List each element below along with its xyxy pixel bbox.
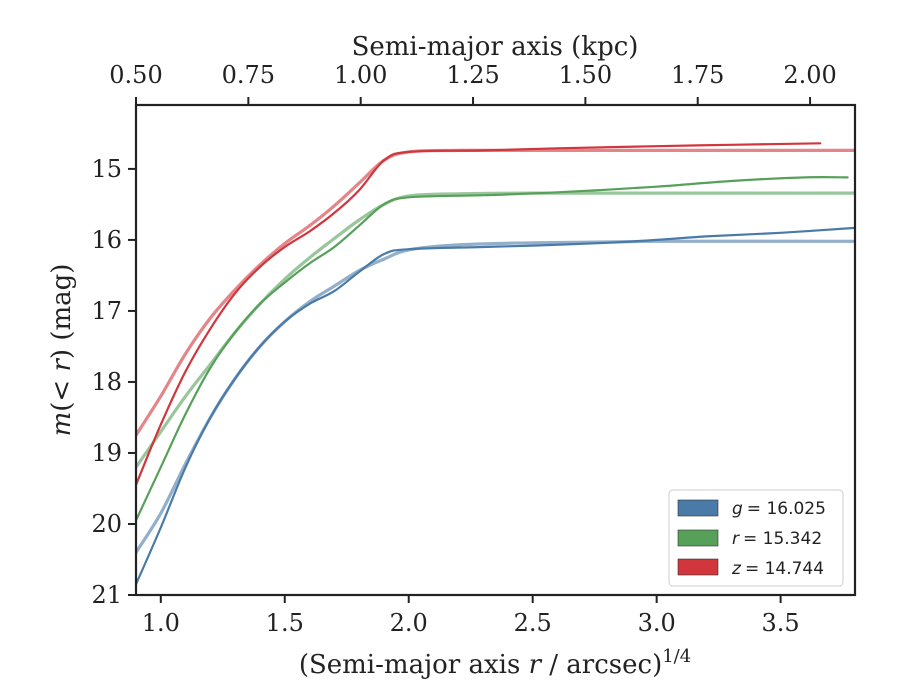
y-tick-label: 17 bbox=[91, 297, 122, 325]
legend: g = 16.025 r = 15.342 z = 14.744 bbox=[668, 489, 844, 587]
x-tick-label: 2.0 bbox=[390, 609, 428, 637]
legend-label-z: z = 14.744 bbox=[731, 559, 824, 579]
plot-frame bbox=[134, 103, 857, 597]
y-tick-label: 21 bbox=[91, 581, 122, 609]
series-z-model-line bbox=[136, 148, 855, 437]
y-tick-label: 16 bbox=[91, 226, 122, 254]
series-layer bbox=[136, 142, 855, 586]
top-x-tick-label: 0.50 bbox=[109, 61, 162, 89]
x-tick-label: 2.5 bbox=[514, 609, 552, 637]
y-tick-label: 18 bbox=[91, 368, 122, 396]
legend-label-g: g = 16.025 bbox=[732, 499, 826, 519]
y-tick-label: 19 bbox=[91, 439, 122, 467]
legend-label-r: r = 15.342 bbox=[732, 529, 822, 549]
top-x-tick-label: 0.75 bbox=[222, 61, 275, 89]
x-tick-label: 3.0 bbox=[638, 609, 676, 637]
y-axis-title: m(< r) (mag) bbox=[47, 264, 77, 437]
top-x-axis-title: Semi-major axis (kpc) bbox=[352, 32, 639, 62]
top-x-tick-label: 2.00 bbox=[783, 61, 836, 89]
x-tick-label: 1.0 bbox=[142, 609, 180, 637]
x-tick-label: 3.5 bbox=[762, 609, 800, 637]
x-tick-label: 1.5 bbox=[266, 609, 304, 637]
legend-swatch-r bbox=[677, 529, 719, 547]
series-z-data-line bbox=[136, 142, 822, 486]
top-x-tick-label: 1.25 bbox=[446, 61, 499, 89]
legend-swatch-z bbox=[677, 558, 719, 576]
y-tick-label: 15 bbox=[91, 155, 122, 183]
ticks-layer: 1.0 1.5 2.0 2.5 3.0 3.5 0.50 0.75 1.00 1.25 1.50 1.… bbox=[91, 61, 836, 637]
top-x-tick-label: 1.75 bbox=[671, 61, 724, 89]
legend-swatch-g bbox=[677, 499, 719, 517]
top-x-tick-label: 1.00 bbox=[334, 61, 387, 89]
series-r-data-line bbox=[136, 176, 849, 522]
top-x-tick-label: 1.50 bbox=[559, 61, 612, 89]
series-g-data-line bbox=[136, 226, 855, 586]
y-tick-label: 20 bbox=[91, 510, 122, 538]
x-axis-title: (Semi-major axis r / arcsec)1/4 bbox=[299, 646, 691, 680]
